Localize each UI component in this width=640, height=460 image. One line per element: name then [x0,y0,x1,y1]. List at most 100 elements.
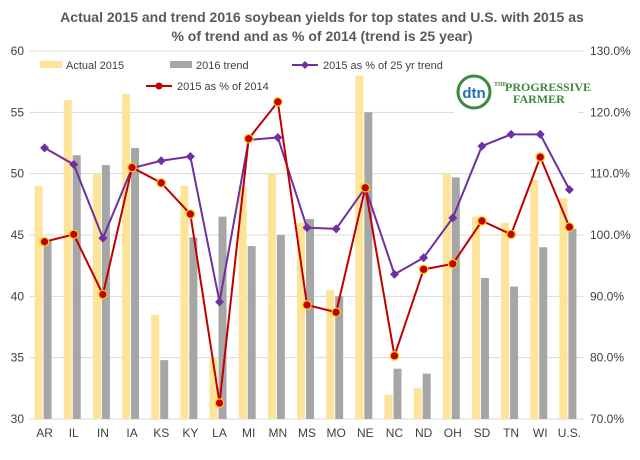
point-2015-as-of-2014-tn [506,229,516,240]
x-tick-label: IA [126,426,137,440]
bar-2016-trend-ar [43,241,52,419]
x-tick-label: KS [153,426,169,440]
bar-series-group [34,75,577,420]
point-2015-as-of-2014-nc [389,351,400,361]
point-2015-as-of-25-yr-trend-il [69,159,79,169]
x-tick-label: MI [242,426,255,440]
y-tick-label: 40 [11,289,25,303]
y2-tick-label: 110.0% [590,167,630,181]
x-tick-label: MN [269,426,288,440]
point-2015-as-of-25-yr-trend-oh [448,213,458,223]
legend-label-pct-trend: 2015 as % of 25 yr trend [323,60,443,72]
bar-actual-2015-nd [413,388,422,419]
bar-2016-trend-mi [247,246,256,419]
bar-2016-trend-ky [189,237,198,419]
y2-tick-label: 90.0% [590,289,624,303]
point-2015-as-of-2014-oh [447,259,458,269]
bar-actual-2015-ms [297,222,305,419]
chart-title-line-1: Actual 2015 and trend 2016 soybean yield… [60,9,584,25]
legend-label-2016-trend: 2016 trend [196,60,249,72]
bar-2016-trend-mo [335,296,344,419]
x-tick-label: LA [212,426,227,440]
point-2015-as-of-2014-la [214,398,225,408]
bar-actual-2015-mo [326,290,335,419]
x-tick-label: WI [533,426,548,440]
y-tick-label: 60 [11,44,25,58]
y-tick-label: 45 [11,228,25,242]
y2-axis-ticks: 70.0% 80.0% 90.0% 100.0% 110.0% 120.0% 130.0% [590,44,631,426]
point-2015-as-of-2014-ia [127,162,137,173]
bar-actual-2015-mi [238,185,247,419]
point-2015-as-of-2014-in [98,289,108,300]
bar-2016-trend-oh [451,177,460,419]
y2-tick-label: 80.0% [590,351,624,365]
logo-progressive: PROGRESSIVE [505,80,591,94]
x-tick-label: NC [386,426,404,440]
legend-label-actual-2015: Actual 2015 [66,60,124,72]
legend: Actual 2015 2016 trend 2015 as % of 25 y… [40,60,443,93]
point-2015-as-of-25-yr-trend-mn [273,132,283,142]
point-2015-as-of-25-yr-trend-nc [389,269,399,279]
point-2015-as-of-25-yr-trend-la [215,297,225,307]
bar-2016-trend-u-s [568,228,577,419]
x-tick-label: ND [415,426,433,440]
bar-actual-2015-tn [501,222,510,419]
x-tick-label: U.S. [558,426,581,440]
logo-farmer: FARMER [513,92,565,106]
bar-2016-trend-mn [276,235,285,419]
bar-2016-trend-ne [364,112,373,419]
bar-2016-trend-sd [480,277,489,419]
point-2015-as-of-25-yr-trend-ky [185,151,195,161]
bar-actual-2015-u-s [559,198,568,419]
x-axis-ticks: AR IL IN IA KS KY LA MI MN MS MO NE NC ND OH SD TN WI U.S. [36,426,581,440]
bar-2016-trend-ks [160,360,169,419]
y-tick-label: 50 [11,167,25,181]
point-2015-as-of-2014-mo [331,307,341,318]
point-2015-as-of-2014-mi [243,133,254,144]
y2-tick-label: 130.0% [590,44,631,58]
x-tick-label: SD [474,426,491,440]
point-2015-as-of-2014-ms [302,300,312,310]
bar-actual-2015-nc [384,394,393,419]
point-2015-as-of-25-yr-trend-sd [477,141,487,151]
bar-2016-trend-wi [539,247,548,419]
point-2015-as-of-2014-ky [185,209,196,219]
point-2015-as-of-2014-sd [477,216,487,226]
x-tick-label: IL [69,426,79,440]
x-tick-label: KY [182,426,198,440]
point-2015-as-of-2014-ne [360,182,371,193]
bar-actual-2015-ks [151,314,160,419]
x-tick-label: MO [326,426,345,440]
legend-marker-pct-trend [301,61,309,69]
bar-actual-2015-oh [442,173,451,419]
bar-actual-2015-wi [530,179,539,419]
y2-tick-label: 120.0% [590,105,631,119]
point-2015-as-of-25-yr-trend-in [98,233,108,243]
y-tick-label: 30 [11,412,25,426]
point-2015-as-of-25-yr-trend-nd [419,253,429,263]
bar-actual-2015-ia [122,93,131,419]
bar-actual-2015-mn [267,173,276,419]
bar-actual-2015-ne [355,75,364,420]
point-2015-as-of-2014-nd [418,264,429,275]
point-2015-as-of-25-yr-trend-ar [40,143,50,153]
x-tick-label: NE [357,426,374,440]
line-series-group [39,97,575,408]
y-tick-label: 35 [11,351,25,365]
bar-2016-trend-tn [510,286,519,419]
y-axis-ticks: 30 35 40 45 50 55 60 [11,44,25,426]
x-tick-label: AR [36,426,53,440]
legend-swatch-actual-2015 [40,61,62,68]
y2-tick-label: 70.0% [590,412,624,426]
point-2015-as-of-25-yr-trend-ks [156,156,166,166]
legend-label-pct-2014: 2015 as % of 2014 [177,81,269,93]
bar-2016-trend-nc [393,368,402,419]
point-2015-as-of-25-yr-trend-tn [506,129,516,139]
bar-2016-trend-la [218,216,227,419]
bar-actual-2015-la [209,357,218,419]
x-tick-label: TN [503,426,519,440]
point-2015-as-of-2014-mn [273,97,283,107]
dtn-progressive-farmer-logo: dtn THE PROGRESSIVE FARMER [454,73,591,113]
point-2015-as-of-2014-ks [156,178,167,188]
